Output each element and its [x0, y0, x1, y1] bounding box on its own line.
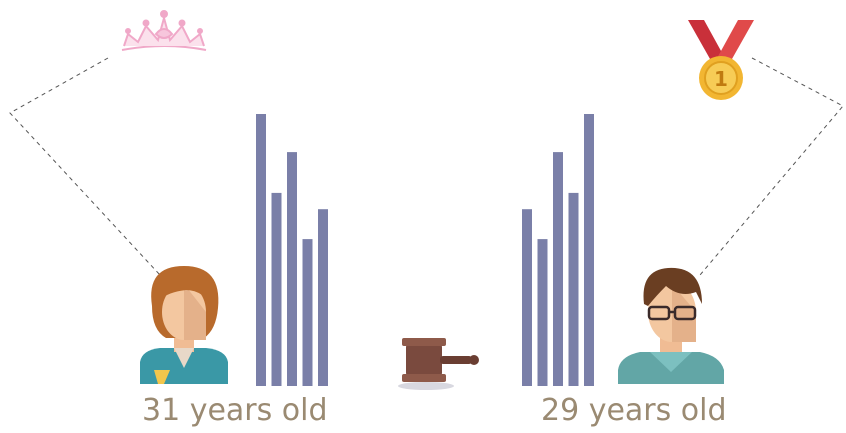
- man-avatar-icon: [618, 267, 724, 384]
- left-bar-chart: [256, 114, 328, 386]
- tiara-icon: [121, 10, 207, 51]
- left-dashed-connector: [9, 57, 161, 276]
- right-bar-1: [522, 209, 532, 386]
- left-bar-4: [302, 239, 313, 386]
- left-bar-5: [318, 209, 328, 386]
- gold-medal-icon: 1: [688, 20, 754, 100]
- left-bar-3: [287, 152, 297, 386]
- right-dashed-connector: [699, 57, 844, 276]
- right-bar-4: [568, 192, 579, 386]
- right-bar-3: [553, 152, 563, 386]
- left-bar-1: [256, 114, 266, 386]
- medal-number: 1: [714, 67, 728, 91]
- left-bar-2: [271, 192, 282, 386]
- left-age-label: 31 years old: [142, 393, 328, 428]
- right-bar-5: [584, 114, 594, 386]
- woman-avatar-icon: [140, 266, 228, 384]
- right-age-label: 29 years old: [541, 393, 727, 428]
- right-bar-2: [537, 239, 548, 386]
- right-bar-chart: [522, 114, 594, 386]
- gavel-icon: [398, 338, 479, 390]
